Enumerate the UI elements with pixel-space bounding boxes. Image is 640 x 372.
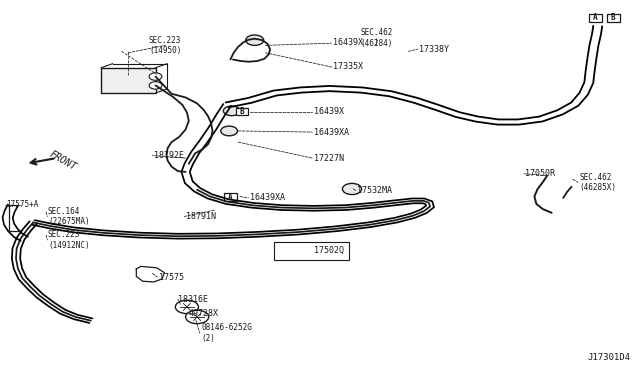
Bar [236, 108, 248, 115]
Text: 18791N: 18791N [186, 212, 216, 221]
Text: 17502Q: 17502Q [314, 246, 344, 254]
Circle shape [175, 300, 198, 314]
Text: 49728X: 49728X [189, 309, 219, 318]
Text: SEC.462
(46284): SEC.462 (46284) [360, 28, 392, 48]
Text: 17338Y: 17338Y [419, 45, 449, 54]
Bar [589, 14, 602, 22]
Text: 17050R: 17050R [525, 169, 555, 178]
Text: FRONT: FRONT [47, 149, 78, 172]
Bar [101, 68, 156, 93]
Text: SEC.223
(14912NC): SEC.223 (14912NC) [48, 230, 90, 250]
Text: SEC.164
(22675MA): SEC.164 (22675MA) [48, 207, 90, 226]
Text: 16439XA: 16439XA [314, 128, 349, 137]
Text: 17335X: 17335X [333, 62, 363, 71]
Bar [607, 14, 620, 22]
Text: SEC.462
(46285X): SEC.462 (46285X) [579, 173, 616, 192]
Text: A: A [228, 193, 233, 202]
Circle shape [149, 82, 162, 89]
Text: 16439X: 16439X [314, 107, 344, 116]
Text: 08146-6252G
(2): 08146-6252G (2) [202, 323, 252, 343]
Bar [274, 242, 349, 260]
Circle shape [246, 35, 264, 45]
Text: A: A [593, 13, 598, 22]
Circle shape [342, 183, 362, 195]
Circle shape [221, 126, 237, 136]
Text: 16439X: 16439X [333, 38, 363, 47]
Text: 18316E: 18316E [178, 295, 208, 304]
Text: 17227N: 17227N [314, 154, 344, 163]
Text: 16439XA: 16439XA [250, 193, 285, 202]
Text: 17532MA: 17532MA [357, 186, 392, 195]
Text: B: B [611, 13, 616, 22]
Text: J17301D4: J17301D4 [588, 353, 630, 362]
Bar [224, 193, 237, 201]
Circle shape [223, 106, 240, 116]
Text: 17575+A: 17575+A [6, 200, 39, 209]
Circle shape [186, 310, 209, 324]
Circle shape [149, 73, 162, 80]
Text: SEC.223
(14950): SEC.223 (14950) [149, 36, 181, 55]
Text: 18792E: 18792E [154, 151, 184, 160]
Text: B: B [239, 107, 244, 116]
Text: 17575: 17575 [159, 273, 184, 282]
